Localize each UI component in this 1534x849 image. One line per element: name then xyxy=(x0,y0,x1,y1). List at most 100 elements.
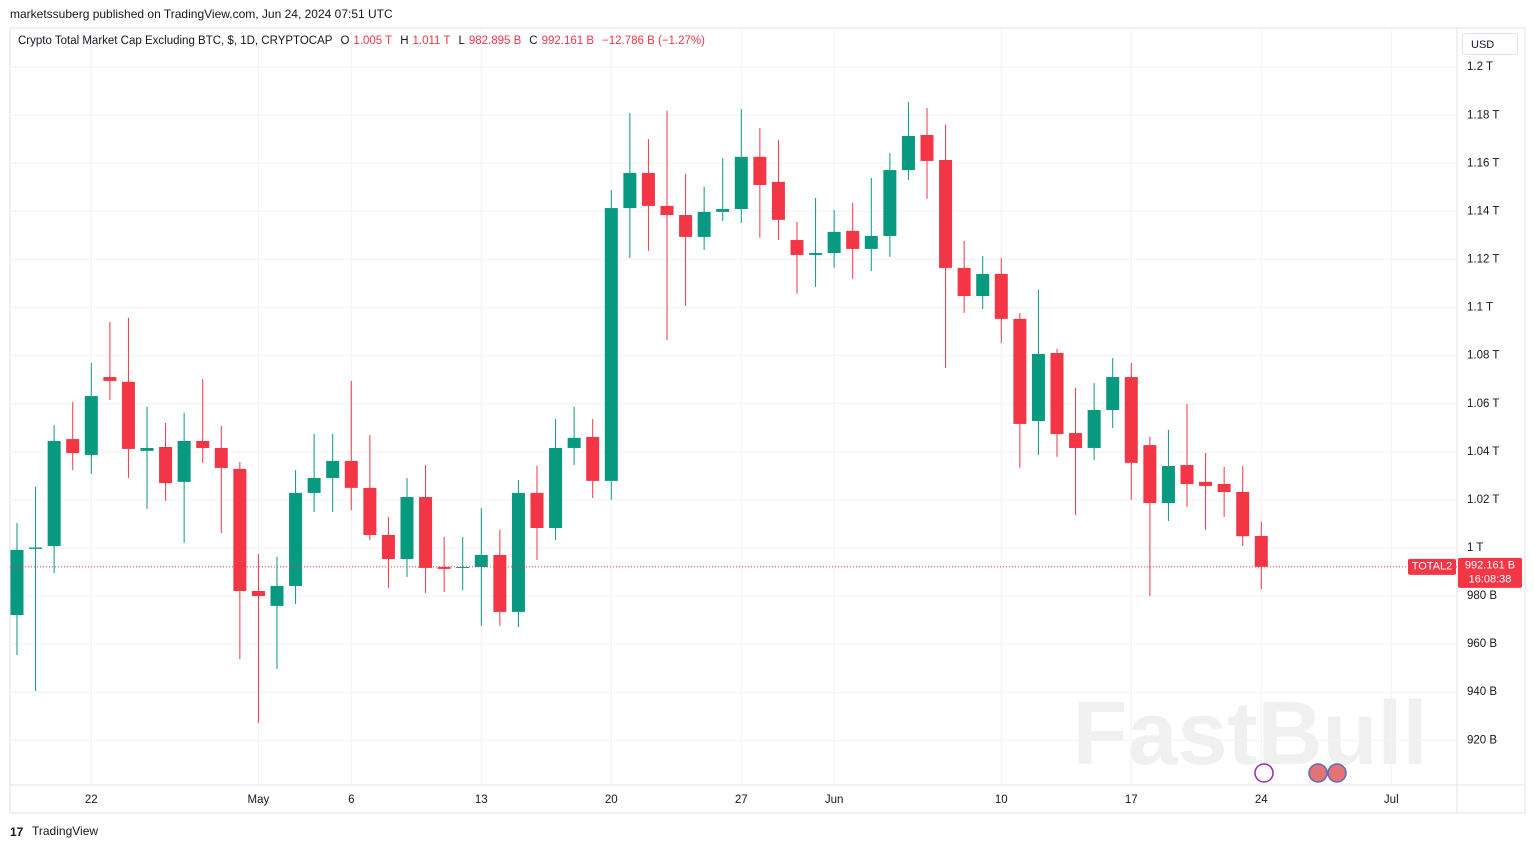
candle-body xyxy=(214,447,228,468)
event-icon[interactable] xyxy=(1254,763,1274,783)
countdown: 16:08:38 xyxy=(1469,574,1512,586)
candle-body xyxy=(1143,445,1157,504)
watermark: FastBull xyxy=(1072,684,1427,784)
y-tick-label: 1.12 T xyxy=(1467,254,1499,266)
candle-body xyxy=(400,497,414,560)
candle-body xyxy=(1217,484,1231,492)
candle-body xyxy=(809,253,823,255)
candle-body xyxy=(159,447,173,484)
x-tick-label: 6 xyxy=(348,794,354,806)
frame xyxy=(9,27,1526,814)
c-value: 992.161 B xyxy=(541,35,595,47)
y-tick-label: 1.16 T xyxy=(1467,157,1499,169)
l-label: L xyxy=(458,35,465,47)
candle-body xyxy=(121,381,135,449)
candle-body xyxy=(381,534,395,560)
candle-body xyxy=(1013,318,1027,424)
y-tick-label: 980 B xyxy=(1467,590,1497,602)
y-tick-label: 920 B xyxy=(1467,734,1497,746)
candle-body xyxy=(530,492,544,529)
y-tick-label: 1.14 T xyxy=(1467,205,1499,217)
l-value: 982.895 B xyxy=(468,35,522,47)
o-label: O xyxy=(340,35,350,47)
legend: Crypto Total Market Cap Excluding BTC, $… xyxy=(18,35,709,47)
candle-body xyxy=(196,440,210,448)
candle-body xyxy=(734,156,748,210)
candle-body xyxy=(716,209,730,212)
candle-body xyxy=(419,497,433,568)
candle-body xyxy=(771,181,785,220)
price-tag-value: 992.161 B xyxy=(1465,560,1515,572)
candle-body xyxy=(641,172,655,206)
y-tick-label: 1.04 T xyxy=(1467,446,1499,458)
candle-body xyxy=(846,230,860,249)
candle-body xyxy=(84,396,98,455)
o-value: 1.005 T xyxy=(353,35,393,47)
candle-body xyxy=(493,554,507,612)
candle-body xyxy=(363,487,377,535)
candle-body xyxy=(1161,465,1175,504)
candle-body xyxy=(549,447,563,529)
x-tick-label: Jun xyxy=(825,794,844,806)
series-tag xyxy=(1408,558,1456,575)
y-tick-label: 1.18 T xyxy=(1467,109,1499,121)
logo: 17 xyxy=(10,825,24,839)
currency-button[interactable]: USD xyxy=(1462,33,1518,55)
candle-body xyxy=(474,554,488,567)
candle-body xyxy=(177,440,191,482)
candle-body xyxy=(1124,377,1138,463)
candle-body xyxy=(1180,465,1194,485)
candle-body xyxy=(47,440,61,547)
candle-body xyxy=(511,492,525,612)
event-icon[interactable] xyxy=(1327,763,1347,783)
candle-body xyxy=(1069,433,1083,448)
y-tick-label: 1.06 T xyxy=(1467,398,1499,410)
brand: TradingView xyxy=(32,824,99,838)
x-tick-label: 20 xyxy=(605,794,618,806)
candle-body xyxy=(697,211,711,237)
candle-body xyxy=(29,547,43,549)
c-label: C xyxy=(529,35,538,47)
x-tick-label: Jul xyxy=(1384,794,1399,806)
y-tick-label: 1.2 T xyxy=(1467,61,1493,73)
published-line: marketssuberg published on TradingView.c… xyxy=(10,7,393,21)
candle-body xyxy=(883,170,897,236)
x-tick-label: 17 xyxy=(1125,794,1138,806)
x-tick-label: 27 xyxy=(735,794,748,806)
candle-body xyxy=(994,273,1008,319)
candle-body xyxy=(289,492,303,586)
candle-body xyxy=(790,240,804,255)
x-tick-label: May xyxy=(248,794,270,806)
candle-body xyxy=(604,208,618,481)
candle-body xyxy=(567,437,581,448)
symbol: Crypto Total Market Cap Excluding BTC, $… xyxy=(18,35,333,47)
candle-body xyxy=(827,231,841,254)
candle-body xyxy=(1106,377,1120,410)
h-value: 1.011 T xyxy=(412,35,451,47)
candle-body xyxy=(1031,353,1045,422)
candle-body xyxy=(939,159,953,268)
candle-body xyxy=(456,566,470,568)
h-label: H xyxy=(400,35,409,47)
y-tick-label: 1.08 T xyxy=(1467,350,1499,362)
candle-body xyxy=(140,447,154,451)
y-tick-label: 1 T xyxy=(1467,542,1483,554)
event-icon[interactable] xyxy=(1308,763,1328,783)
candle-body xyxy=(864,235,878,249)
y-tick-label: 1.02 T xyxy=(1467,494,1499,506)
candle-body xyxy=(1050,353,1064,435)
candle-body xyxy=(66,439,80,454)
candle-body xyxy=(344,460,358,488)
candle-body xyxy=(586,436,600,481)
x-tick-label: 13 xyxy=(475,794,488,806)
candle-body xyxy=(660,205,674,216)
candle-body xyxy=(957,267,971,297)
candle-body xyxy=(326,460,340,479)
candle-body xyxy=(251,591,265,597)
candle-body xyxy=(103,377,117,381)
y-tick-label: 940 B xyxy=(1467,686,1497,698)
candle-body xyxy=(753,156,767,185)
y-tick-label: 1.1 T xyxy=(1467,302,1493,314)
x-tick-label: 10 xyxy=(995,794,1008,806)
